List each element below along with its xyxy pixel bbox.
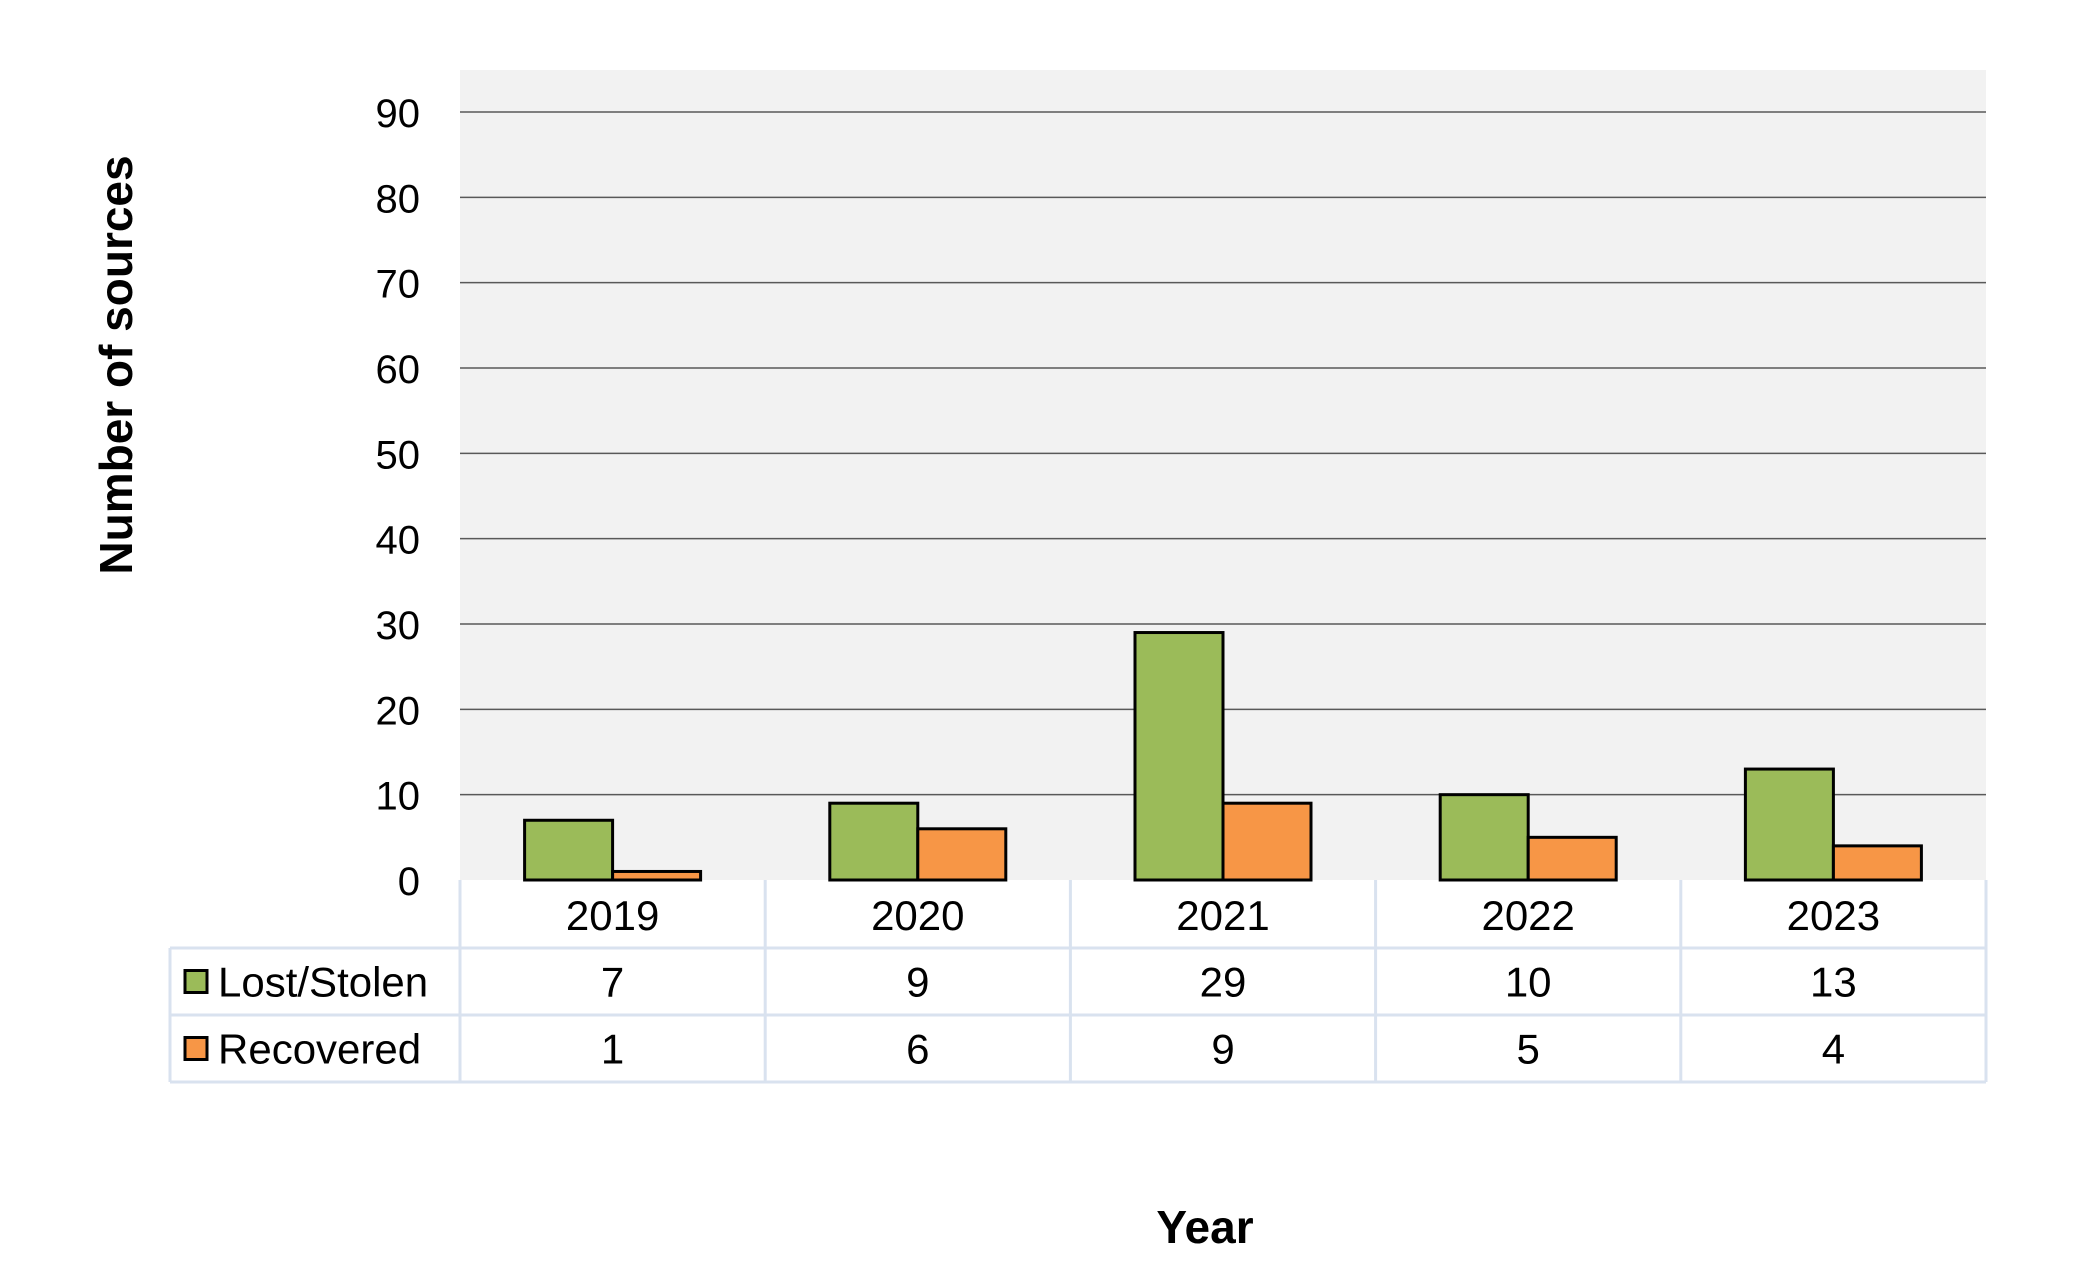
data-label: 29: [1200, 959, 1247, 1006]
bar-recovered: [916, 827, 1008, 882]
bar-lost-stolen: [828, 801, 920, 882]
x-tick-label: 2022: [1481, 892, 1574, 939]
y-axis-label: Number of sources: [90, 155, 142, 574]
bar-recovered: [1526, 835, 1618, 882]
y-tick-labels: 0 10 20 30 40 50 60 70 80 90: [376, 92, 421, 904]
y-tick-label: 30: [376, 604, 421, 648]
y-tick-label: 90: [376, 92, 421, 136]
x-tick-label: 2020: [871, 892, 964, 939]
data-label: 5: [1517, 1026, 1540, 1073]
x-tick-label: 2021: [1176, 892, 1269, 939]
y-tick-label: 70: [376, 263, 421, 307]
data-label: 6: [906, 1026, 929, 1073]
legend-swatch-recovered: [183, 1036, 209, 1061]
bar-recovered: [1831, 844, 1923, 882]
bar-recovered: [1221, 801, 1313, 882]
legend-swatch-lost-stolen: [183, 969, 209, 994]
data-label: 9: [906, 959, 929, 1006]
x-tick-label: 2019: [566, 892, 659, 939]
data-label: 4: [1822, 1026, 1845, 1073]
y-tick-label: 0: [398, 860, 420, 904]
bar-lost-stolen: [1133, 631, 1225, 882]
legend-label: Recovered: [218, 1026, 421, 1073]
data-label: 13: [1810, 959, 1857, 1006]
y-tick-label: 40: [376, 519, 421, 563]
y-tick-label: 10: [376, 775, 421, 819]
bar-recovered: [611, 869, 703, 882]
y-tick-label: 60: [376, 348, 421, 392]
data-label: 1: [601, 1026, 624, 1073]
x-tick-label: 2023: [1787, 892, 1880, 939]
y-tick-label: 80: [376, 177, 421, 221]
legend-label: Lost/Stolen: [218, 959, 428, 1006]
y-tick-label: 50: [376, 433, 421, 477]
data-table: 2019 2020 2021 2022 2023 Lost/Stolen 7 9 29 10 13 R…: [168, 880, 1988, 1084]
data-label: 7: [601, 959, 624, 1006]
bars: [523, 631, 1923, 882]
bar-lost-stolen: [523, 818, 615, 882]
data-label: 9: [1211, 1026, 1234, 1073]
bar-lost-stolen: [1438, 793, 1530, 882]
x-axis-label: Year: [1156, 1201, 1253, 1253]
y-tick-label: 20: [376, 689, 421, 733]
bar-lost-stolen: [1743, 767, 1835, 882]
data-label: 10: [1505, 959, 1552, 1006]
